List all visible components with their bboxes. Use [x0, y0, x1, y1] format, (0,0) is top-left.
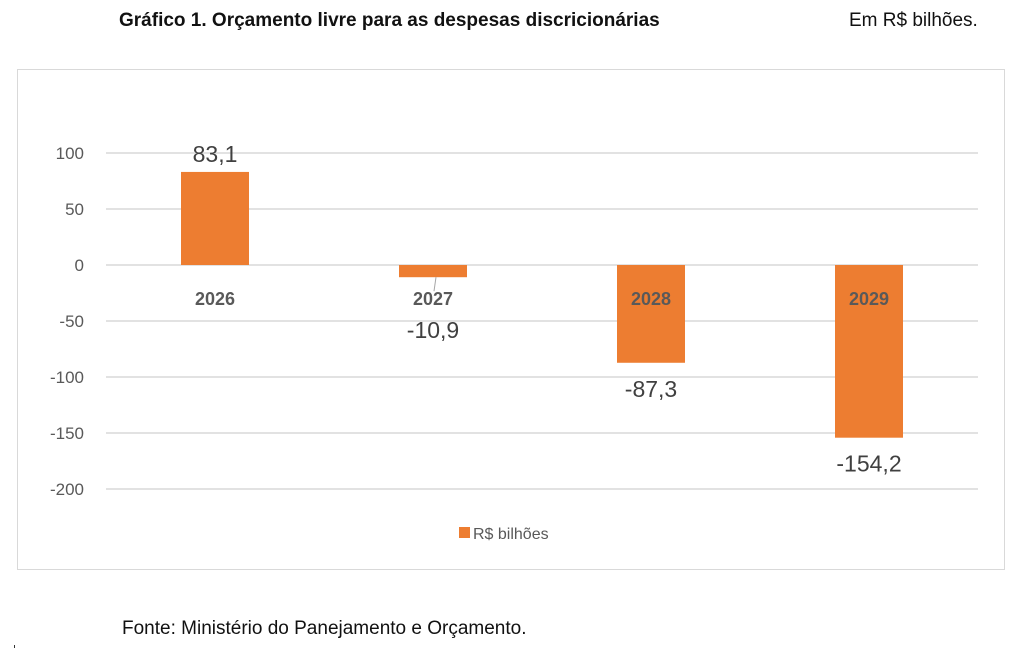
legend-swatch	[459, 527, 470, 538]
y-tick-label: 0	[75, 256, 84, 275]
chart-title: Gráfico 1. Orçamento livre para as despe…	[119, 10, 660, 31]
category-label: 2026	[195, 289, 235, 309]
data-labels: 83,1 -10,9 -87,3 -154,2	[193, 141, 902, 477]
data-label: -87,3	[625, 376, 677, 402]
y-axis-ticks: 100 50 0 -50 -100 -150 -200	[50, 144, 84, 499]
category-labels: 2026 2027 2028 2029	[195, 289, 889, 309]
source-note: Fonte: Ministério do Panejamento e Orçam…	[122, 618, 527, 639]
y-tick-label: -50	[59, 312, 84, 331]
category-label: 2028	[631, 289, 671, 309]
stray-mark	[14, 645, 15, 648]
y-tick-label: -150	[50, 424, 84, 443]
leader-lines	[433, 277, 437, 292]
data-label: -154,2	[836, 451, 901, 477]
data-label: -10,9	[407, 317, 459, 343]
gridlines	[106, 152, 978, 490]
data-label: 83,1	[193, 141, 238, 167]
bar-2026	[181, 171, 249, 265]
y-tick-label: -100	[50, 368, 84, 387]
legend-label: R$ bilhões	[473, 526, 549, 543]
category-label: 2029	[849, 289, 889, 309]
legend: R$ bilhões	[459, 526, 549, 543]
chart-frame	[17, 69, 1005, 570]
bar-2027	[399, 265, 467, 278]
bar-2028	[617, 265, 685, 363]
y-tick-label: 50	[65, 200, 84, 219]
leader-line	[433, 277, 437, 292]
unit-note: Em R$ bilhões.	[849, 10, 978, 31]
y-tick-label: 100	[56, 144, 84, 163]
bars	[181, 171, 903, 438]
category-label: 2027	[413, 289, 453, 309]
bar-2029	[835, 265, 903, 438]
y-tick-label: -200	[50, 480, 84, 499]
